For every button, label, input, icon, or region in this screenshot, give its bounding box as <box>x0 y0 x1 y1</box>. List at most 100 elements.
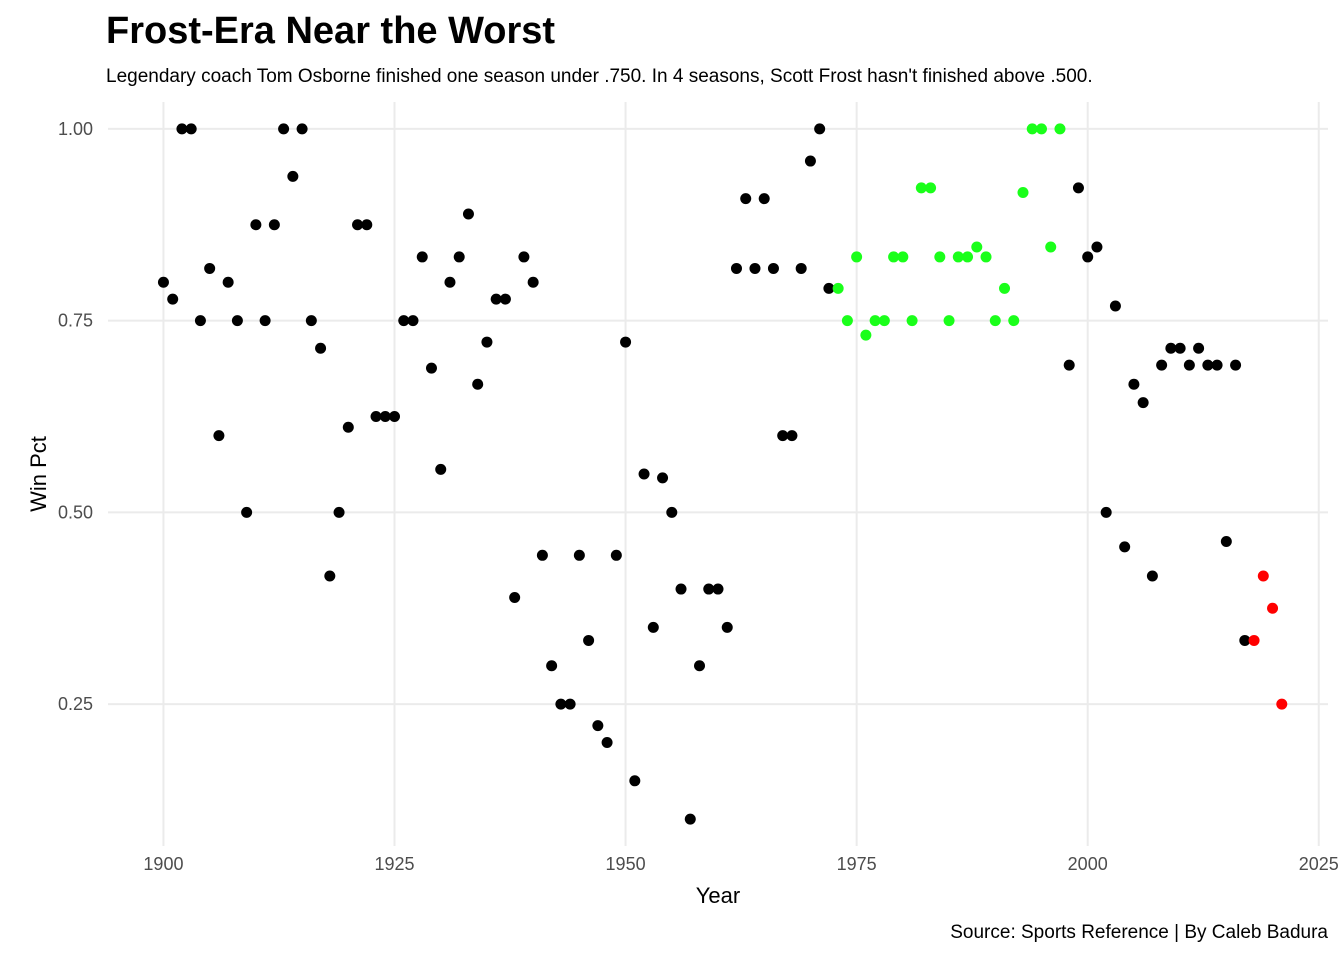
data-point-other <box>1230 359 1242 371</box>
data-point-osborne <box>934 251 946 263</box>
data-point-other <box>370 410 382 422</box>
data-point-other <box>204 262 216 274</box>
data-point-other <box>1119 541 1131 553</box>
data-point-other <box>167 293 179 305</box>
data-point-osborne <box>869 315 881 327</box>
data-point-other <box>407 315 419 327</box>
data-point-other <box>490 293 502 305</box>
data-point-other <box>509 591 521 603</box>
x-tick-label: 1925 <box>374 854 414 874</box>
data-point-other <box>194 315 206 327</box>
data-point-other <box>546 660 558 672</box>
data-point-other <box>804 155 816 167</box>
data-point-other <box>518 251 530 263</box>
data-point-osborne <box>952 251 964 263</box>
data-point-other <box>814 123 826 135</box>
data-point-other <box>462 208 474 220</box>
data-point-other <box>1220 535 1232 547</box>
data-point-other <box>1165 342 1177 354</box>
data-point-other <box>777 430 789 442</box>
chart-title: Frost-Era Near the Worst <box>106 10 556 52</box>
data-point-osborne <box>1026 123 1038 135</box>
data-point-other <box>1082 251 1094 263</box>
data-point-other <box>592 720 604 732</box>
data-point-other <box>352 219 364 231</box>
data-point-osborne <box>841 315 853 327</box>
data-point-other <box>185 123 197 135</box>
data-point-frost <box>1267 602 1279 614</box>
data-point-osborne <box>1035 123 1047 135</box>
data-point-other <box>536 549 548 561</box>
data-point-other <box>315 342 327 354</box>
data-point-other <box>1100 506 1112 518</box>
data-point-other <box>222 276 234 288</box>
chart-caption: Source: Sports Reference | By Caleb Badu… <box>950 922 1328 943</box>
data-point-osborne <box>943 315 955 327</box>
tick-labels: 1900 1925 1950 1975 2000 2025 0.25 0.50 0.75 1.00 <box>58 119 1339 874</box>
data-point-other <box>268 219 280 231</box>
data-point-other <box>730 262 742 274</box>
data-point-osborne <box>999 282 1011 294</box>
data-point-other <box>610 549 622 561</box>
data-point-other <box>305 315 317 327</box>
y-tick-label: 0.25 <box>58 694 93 714</box>
data-point-other <box>481 336 493 348</box>
data-point-other <box>176 123 188 135</box>
data-point-other <box>472 378 484 390</box>
data-point-other <box>721 621 733 633</box>
data-points <box>157 123 1288 825</box>
data-point-other <box>287 170 299 182</box>
data-point-other <box>601 736 613 748</box>
data-point-other <box>241 506 253 518</box>
data-point-other <box>712 583 724 595</box>
data-point-osborne <box>980 251 992 263</box>
data-point-other <box>629 775 641 787</box>
data-point-osborne <box>1008 315 1020 327</box>
data-point-other <box>638 468 650 480</box>
data-point-other <box>1211 359 1223 371</box>
x-tick-label: 2025 <box>1299 854 1339 874</box>
data-point-other <box>703 583 715 595</box>
data-point-other <box>1063 359 1075 371</box>
data-point-other <box>583 634 595 646</box>
data-point-other <box>823 282 835 294</box>
x-tick-label: 1950 <box>606 854 646 874</box>
data-point-frost <box>1276 698 1288 710</box>
data-point-other <box>786 430 798 442</box>
data-point-other <box>1239 634 1251 646</box>
data-point-osborne <box>1017 187 1029 199</box>
data-point-other <box>379 410 391 422</box>
data-point-other <box>231 315 243 327</box>
x-axis-title: Year <box>696 883 740 908</box>
data-point-osborne <box>860 329 872 341</box>
x-tick-label: 1975 <box>837 854 877 874</box>
data-point-other <box>453 251 465 263</box>
y-tick-label: 0.50 <box>58 502 93 522</box>
data-point-other <box>157 276 169 288</box>
data-point-other <box>657 472 669 484</box>
data-point-osborne <box>1054 123 1066 135</box>
chart-subtitle: Legendary coach Tom Osborne finished one… <box>106 66 1093 87</box>
data-point-other <box>647 621 659 633</box>
data-point-other <box>675 583 687 595</box>
data-point-other <box>1109 300 1121 312</box>
y-axis-title: Win Pct <box>26 436 51 512</box>
data-point-other <box>296 123 308 135</box>
data-point-other <box>767 262 779 274</box>
data-point-osborne <box>962 251 974 263</box>
data-point-osborne <box>971 241 983 253</box>
data-point-other <box>213 430 225 442</box>
data-point-other <box>666 506 678 518</box>
data-point-other <box>333 506 345 518</box>
data-point-other <box>758 193 770 205</box>
data-point-other <box>694 660 706 672</box>
data-point-osborne <box>989 315 1001 327</box>
data-point-other <box>398 315 410 327</box>
data-point-frost <box>1248 634 1260 646</box>
data-point-other <box>1193 342 1205 354</box>
x-tick-label: 2000 <box>1068 854 1108 874</box>
data-point-other <box>564 698 576 710</box>
data-point-osborne <box>897 251 909 263</box>
data-point-osborne <box>832 282 844 294</box>
